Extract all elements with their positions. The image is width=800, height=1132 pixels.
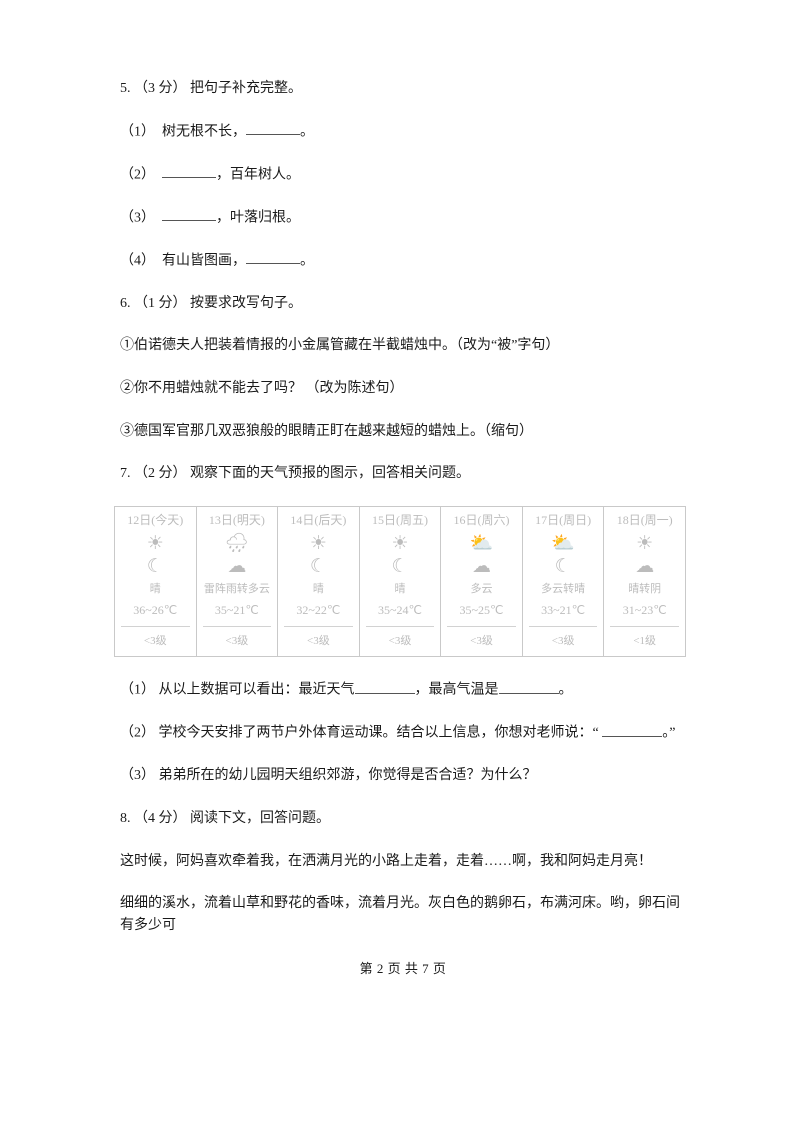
weather-temp: 35~24℃ <box>362 601 439 620</box>
q7-stem: 7. （2 分） 观察下面的天气预报的图示，回答相关问题。 <box>120 463 686 485</box>
weather-table: 12日(今天)☀☾晴36~26℃<3级13日(明天)🌧☁雷阵雨转多云35~21℃… <box>114 506 686 657</box>
q5-item-4: （4） 有山皆图画， 。 <box>120 250 686 272</box>
q6-item-3: ③德国军官那几双恶狼般的眼睛正盯在越来越短的蜡烛上。（缩句） <box>120 421 686 443</box>
q6-item-2: ②你不用蜡烛就不能去了吗？ （改为陈述句） <box>120 378 686 400</box>
weather-temp: 35~25℃ <box>443 601 520 620</box>
weather-day-header: 14日(后天) <box>280 511 357 530</box>
q5-item-2: （2） ，百年树人。 <box>120 164 686 186</box>
q5-2-num: （2） <box>120 167 155 182</box>
q7-sub-1: （1） 从以上数据可以看出：最近天气 ，最高气温是 。 <box>120 679 686 701</box>
q5-3-after: ，叶落归根。 <box>216 210 300 225</box>
weather-temp: 33~21℃ <box>525 601 602 620</box>
fill-blank[interactable] <box>246 121 300 135</box>
weather-sep <box>529 626 598 627</box>
weather-desc: 多云 <box>443 581 520 596</box>
weather-night-icon: ☾ <box>362 556 439 579</box>
weather-desc: 多云转晴 <box>525 581 602 596</box>
weather-sep <box>366 626 435 627</box>
weather-day-1: 13日(明天) 🌧☁ 雷阵雨转多云 35~21℃ <3级 <box>196 507 278 657</box>
weather-sep <box>447 626 516 627</box>
fill-blank[interactable] <box>246 250 300 264</box>
weather-day-2: 14日(后天) ☀☾ 晴 32~22℃ <3级 <box>278 507 360 657</box>
weather-wind: <3级 <box>443 633 520 650</box>
weather-sep <box>203 626 272 627</box>
weather-day-4: 16日(周六) ⛅☁ 多云 35~25℃ <3级 <box>441 507 523 657</box>
fill-blank[interactable] <box>162 207 216 221</box>
weather-day-icon: ☀ <box>362 533 439 556</box>
exam-page: 5. （3 分） 把句子补充完整。 （1） 树无根不长， 。 （2） ，百年树人。… <box>0 0 800 1009</box>
q7-1-a: （1） 从以上数据可以看出：最近天气 <box>120 683 355 698</box>
weather-sep <box>121 626 190 627</box>
weather-day-6: 18日(周一) ☀☁ 晴转阴 31~23℃ <1级 <box>604 507 686 657</box>
weather-day-header: 18日(周一) <box>606 511 683 530</box>
weather-day-3: 15日(周五) ☀☾ 晴 35~24℃ <3级 <box>359 507 441 657</box>
q5-1-after: 。 <box>300 124 314 139</box>
q5-1-num: （1） <box>120 124 155 139</box>
weather-night-icon: ☁ <box>606 556 683 579</box>
q7-1-b: ，最高气温是 <box>415 683 499 698</box>
weather-sep <box>284 626 353 627</box>
weather-desc: 晴 <box>362 581 439 596</box>
q7-2-b: 。” <box>662 726 675 741</box>
weather-day-icon: ☀ <box>606 533 683 556</box>
q5-item-1: （1） 树无根不长， 。 <box>120 121 686 143</box>
q8-stem: 8. （4 分） 阅读下文，回答问题。 <box>120 808 686 830</box>
weather-desc: 雷阵雨转多云 <box>199 581 276 596</box>
weather-day-icon: 🌧 <box>199 533 276 556</box>
q7-sub-3: （3） 弟弟所在的幼儿园明天组织郊游，你觉得是否合适？为什么？ <box>120 765 686 787</box>
weather-night-icon: ☁ <box>199 556 276 579</box>
weather-night-icon: ☾ <box>117 556 194 579</box>
weather-day-header: 12日(今天) <box>117 511 194 530</box>
weather-temp: 32~22℃ <box>280 601 357 620</box>
weather-temp: 31~23℃ <box>606 601 683 620</box>
weather-wind: <3级 <box>199 633 276 650</box>
fill-blank[interactable] <box>355 679 415 693</box>
weather-day-icon: ☀ <box>117 533 194 556</box>
weather-desc: 晴 <box>117 581 194 596</box>
weather-day-header: 15日(周五) <box>362 511 439 530</box>
q5-3-num: （3） <box>120 210 155 225</box>
fill-blank[interactable] <box>162 164 216 178</box>
weather-day-header: 17日(周日) <box>525 511 602 530</box>
weather-night-icon: ☁ <box>443 556 520 579</box>
q7-1-c: 。 <box>559 683 573 698</box>
q5-item-3: （3） ，叶落归根。 <box>120 207 686 229</box>
q8-para-1: 这时候，阿妈喜欢牵着我，在洒满月光的小路上走着，走着……啊，我和阿妈走月亮！ <box>120 851 686 873</box>
weather-night-icon: ☾ <box>525 556 602 579</box>
q5-1-before: 树无根不长， <box>162 124 246 139</box>
weather-desc: 晴转阴 <box>606 581 683 596</box>
weather-day-0: 12日(今天) ☀☾ 晴 36~26℃ <3级 <box>115 507 197 657</box>
weather-sep <box>610 626 679 627</box>
weather-desc: 晴 <box>280 581 357 596</box>
q5-4-before: 有山皆图画， <box>162 253 246 268</box>
q7-sub-2: （2） 学校今天安排了两节户外体育运动课。结合以上信息，你想对老师说：“ 。” <box>120 722 686 744</box>
weather-wind: <3级 <box>280 633 357 650</box>
q6-stem: 6. （1 分） 按要求改写句子。 <box>120 293 686 315</box>
q5-4-after: 。 <box>300 253 314 268</box>
q5-2-after: ，百年树人。 <box>216 167 300 182</box>
weather-temp: 36~26℃ <box>117 601 194 620</box>
weather-day-header: 16日(周六) <box>443 511 520 530</box>
fill-blank[interactable] <box>602 722 662 736</box>
weather-wind: <1级 <box>606 633 683 650</box>
q8-para-2: 细细的溪水，流着山草和野花的香味，流着月光。灰白色的鹅卵石，布满河床。哟，卵石间… <box>120 893 686 936</box>
q5-stem: 5. （3 分） 把句子补充完整。 <box>120 78 686 100</box>
q7-2-a: （2） 学校今天安排了两节户外体育运动课。结合以上信息，你想对老师说：“ <box>120 726 602 741</box>
q5-4-num: （4） <box>120 253 155 268</box>
weather-day-icon: ☀ <box>280 533 357 556</box>
q6-item-1: ①伯诺德夫人把装着情报的小金属管藏在半截蜡烛中。（改为“被”字句） <box>120 335 686 357</box>
weather-day-header: 13日(明天) <box>199 511 276 530</box>
weather-day-5: 17日(周日) ⛅☾ 多云转晴 33~21℃ <3级 <box>522 507 604 657</box>
fill-blank[interactable] <box>499 679 559 693</box>
page-footer: 第 2 页 共 7 页 <box>120 959 686 979</box>
weather-wind: <3级 <box>117 633 194 650</box>
weather-temp: 35~21℃ <box>199 601 276 620</box>
weather-wind: <3级 <box>525 633 602 650</box>
weather-day-icon: ⛅ <box>525 533 602 556</box>
weather-night-icon: ☾ <box>280 556 357 579</box>
weather-wind: <3级 <box>362 633 439 650</box>
weather-day-icon: ⛅ <box>443 533 520 556</box>
